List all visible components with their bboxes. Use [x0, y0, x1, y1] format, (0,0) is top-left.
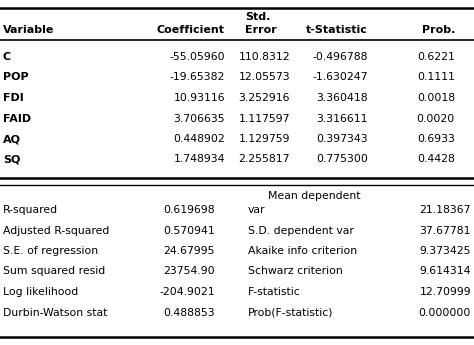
Text: 0.0018: 0.0018	[417, 93, 455, 103]
Text: AQ: AQ	[3, 134, 21, 144]
Text: 0.397343: 0.397343	[316, 134, 368, 144]
Text: 0.775300: 0.775300	[316, 155, 368, 165]
Text: 0.000000: 0.000000	[419, 307, 471, 317]
Text: SQ: SQ	[3, 155, 20, 165]
Text: t-Statistic: t-Statistic	[306, 25, 368, 35]
Text: 0.570941: 0.570941	[163, 226, 215, 236]
Text: 23754.90: 23754.90	[164, 266, 215, 276]
Text: Durbin-Watson stat: Durbin-Watson stat	[3, 307, 108, 317]
Text: 1.748934: 1.748934	[173, 155, 225, 165]
Text: Std.: Std.	[245, 12, 270, 22]
Text: POP: POP	[3, 72, 28, 82]
Text: Prob.: Prob.	[422, 25, 455, 35]
Text: Variable: Variable	[3, 25, 55, 35]
Text: 12.70999: 12.70999	[419, 287, 471, 297]
Text: Prob(F-statistic): Prob(F-statistic)	[248, 307, 334, 317]
Text: 3.252916: 3.252916	[238, 93, 290, 103]
Text: 3.360418: 3.360418	[316, 93, 368, 103]
Text: FDI: FDI	[3, 93, 24, 103]
Text: var: var	[248, 205, 265, 215]
Text: 1.117597: 1.117597	[238, 114, 290, 124]
Text: 0.0020: 0.0020	[417, 114, 455, 124]
Text: 3.706635: 3.706635	[173, 114, 225, 124]
Text: -0.496788: -0.496788	[312, 52, 368, 62]
Text: 110.8312: 110.8312	[238, 52, 290, 62]
Text: 0.488853: 0.488853	[164, 307, 215, 317]
Text: Mean dependent: Mean dependent	[268, 191, 361, 201]
Text: 0.4428: 0.4428	[417, 155, 455, 165]
Text: 12.05573: 12.05573	[238, 72, 290, 82]
Text: -204.9021: -204.9021	[159, 287, 215, 297]
Text: 3.316611: 3.316611	[317, 114, 368, 124]
Text: R-squared: R-squared	[3, 205, 58, 215]
Text: 10.93116: 10.93116	[173, 93, 225, 103]
Text: -19.65382: -19.65382	[170, 72, 225, 82]
Text: C: C	[3, 52, 11, 62]
Text: 1.129759: 1.129759	[238, 134, 290, 144]
Text: 9.614314: 9.614314	[419, 266, 471, 276]
Text: -1.630247: -1.630247	[312, 72, 368, 82]
Text: 9.373425: 9.373425	[419, 246, 471, 256]
Text: S.E. of regression: S.E. of regression	[3, 246, 98, 256]
Text: S.D. dependent var: S.D. dependent var	[248, 226, 354, 236]
Text: Error: Error	[245, 25, 277, 35]
Text: 0.448902: 0.448902	[173, 134, 225, 144]
Text: Coefficient: Coefficient	[157, 25, 225, 35]
Text: F-statistic: F-statistic	[248, 287, 301, 297]
Text: FAID: FAID	[3, 114, 31, 124]
Text: Akaike info criterion: Akaike info criterion	[248, 246, 357, 256]
Text: 24.67995: 24.67995	[164, 246, 215, 256]
Text: Log likelihood: Log likelihood	[3, 287, 78, 297]
Text: -55.05960: -55.05960	[169, 52, 225, 62]
Text: Sum squared resid: Sum squared resid	[3, 266, 105, 276]
Text: 2.255817: 2.255817	[238, 155, 290, 165]
Text: 0.6221: 0.6221	[417, 52, 455, 62]
Text: Schwarz criterion: Schwarz criterion	[248, 266, 343, 276]
Text: 37.67781: 37.67781	[419, 226, 471, 236]
Text: Adjusted R-squared: Adjusted R-squared	[3, 226, 109, 236]
Text: 0.1111: 0.1111	[417, 72, 455, 82]
Text: 0.6933: 0.6933	[417, 134, 455, 144]
Text: 0.619698: 0.619698	[164, 205, 215, 215]
Text: 21.18367: 21.18367	[419, 205, 471, 215]
